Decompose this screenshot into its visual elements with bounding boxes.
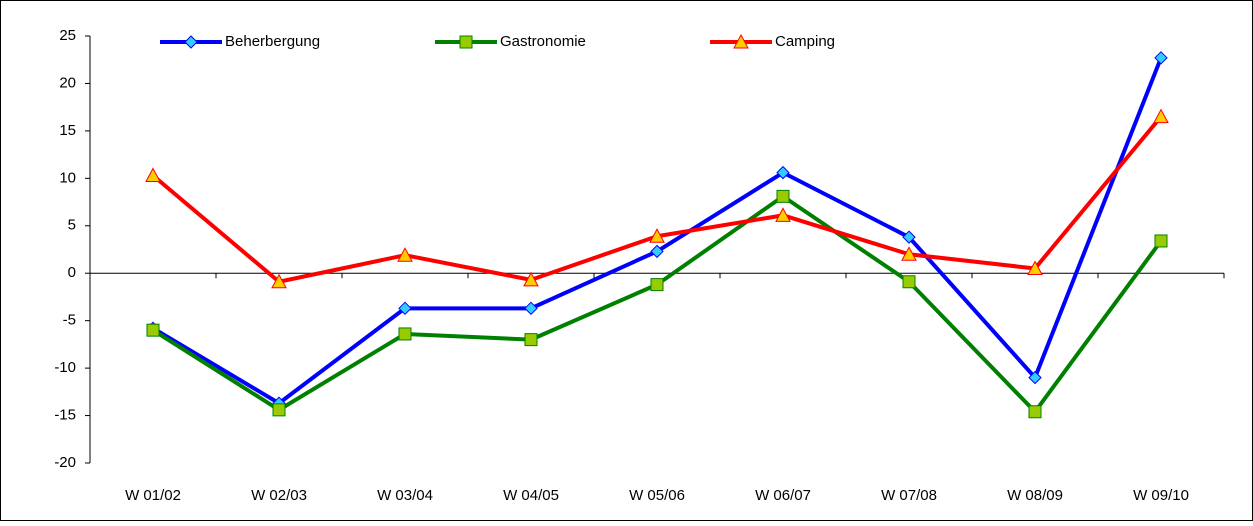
- marker: [902, 230, 916, 244]
- x-tick-label: W 04/05: [503, 487, 559, 504]
- marker: [397, 247, 413, 262]
- marker: [1154, 234, 1168, 248]
- x-tick-label: W 06/07: [755, 487, 811, 504]
- y-tick-label: -10: [54, 359, 76, 376]
- y-tick-label: -5: [63, 312, 76, 329]
- x-tick-label: W 02/03: [251, 487, 307, 504]
- legend-marker: [459, 35, 473, 49]
- marker: [650, 278, 664, 292]
- x-tick-label: W 03/04: [377, 487, 433, 504]
- marker: [1028, 405, 1042, 419]
- y-tick-label: 0: [68, 264, 76, 281]
- marker: [524, 333, 538, 347]
- marker: [776, 165, 790, 180]
- marker: [650, 244, 664, 259]
- marker: [146, 323, 160, 337]
- marker: [1153, 108, 1169, 124]
- marker: [398, 301, 412, 316]
- marker: [775, 207, 791, 222]
- x-tick-label: W 01/02: [125, 487, 181, 504]
- marker: [523, 271, 539, 287]
- marker: [145, 167, 161, 182]
- marker: [649, 228, 665, 243]
- x-tick-label: W 09/10: [1133, 487, 1189, 504]
- y-tick-label: -15: [54, 407, 76, 424]
- y-tick-label: 10: [59, 169, 76, 186]
- y-tick-label: 5: [68, 217, 76, 234]
- x-tick-label: W 05/06: [629, 487, 685, 504]
- marker: [902, 275, 916, 289]
- legend-marker: [733, 33, 749, 49]
- marker: [398, 327, 412, 341]
- x-tick-label: W 07/08: [881, 487, 937, 504]
- marker: [524, 301, 538, 316]
- legend-label: Gastronomie: [500, 33, 586, 50]
- y-tick-label: -20: [54, 454, 76, 471]
- marker: [272, 403, 286, 417]
- marker: [1027, 260, 1043, 275]
- y-tick-label: 20: [59, 74, 76, 91]
- marker: [1028, 370, 1042, 385]
- marker: [271, 273, 287, 289]
- legend-label: Beherbergung: [225, 33, 320, 50]
- y-tick-label: 25: [59, 27, 76, 44]
- marker: [901, 246, 917, 261]
- x-tick-label: W 08/09: [1007, 487, 1063, 504]
- marker: [776, 189, 790, 203]
- marker: [1154, 51, 1168, 65]
- y-tick-label: 15: [59, 122, 76, 139]
- legend-marker: [184, 35, 198, 49]
- legend-label: Camping: [775, 33, 835, 50]
